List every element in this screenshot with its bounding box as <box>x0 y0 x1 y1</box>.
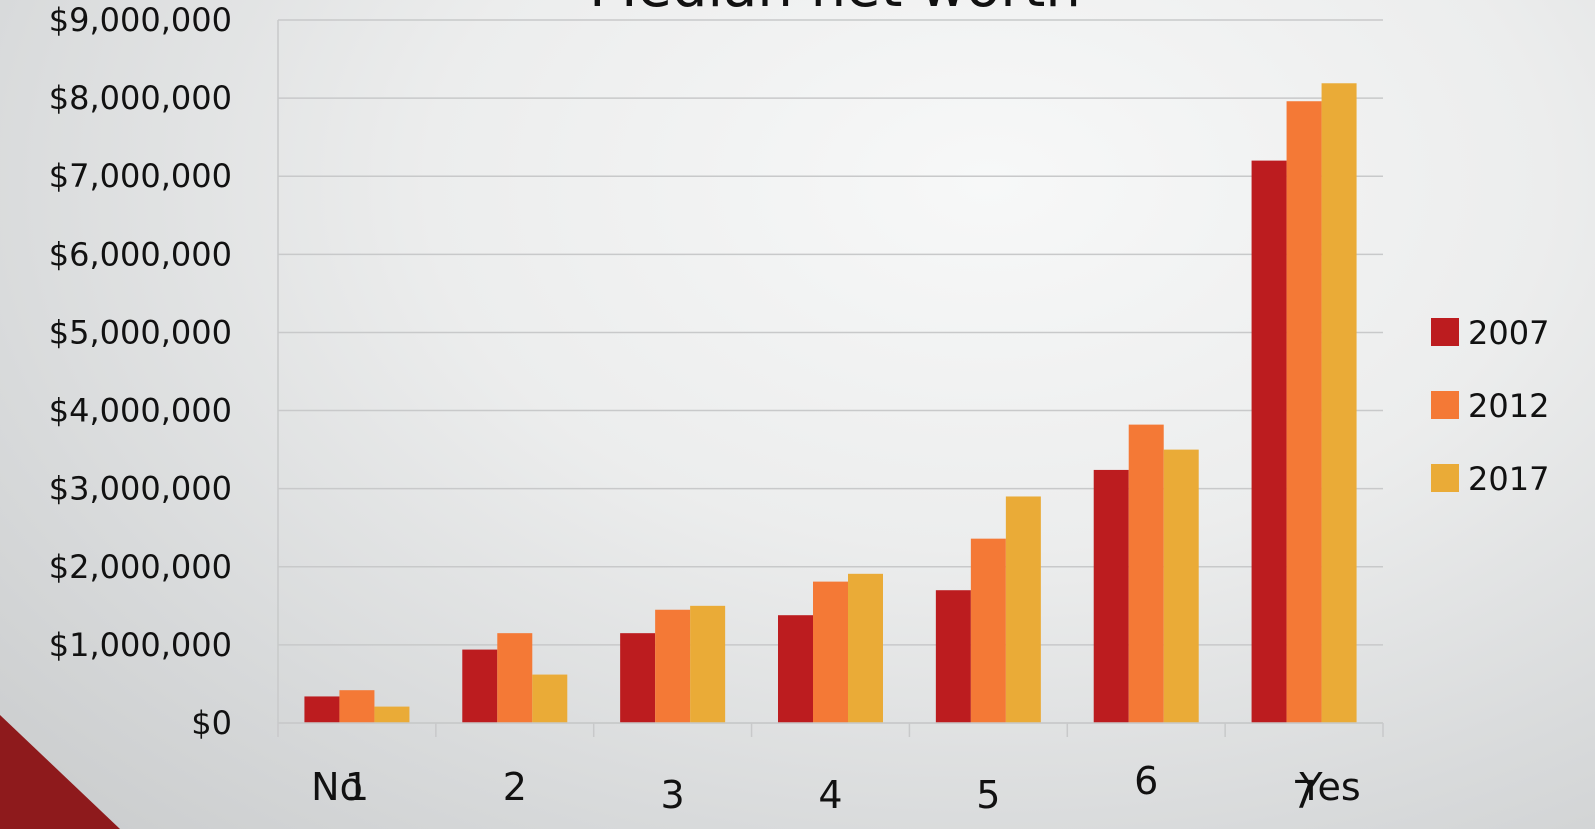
bar-2007-1 <box>304 696 340 723</box>
bar-2007-4 <box>778 615 813 723</box>
chart-title: Median net worth <box>589 0 1081 20</box>
y-tick-label: $9,000,000 <box>49 1 232 39</box>
bar-2012-2 <box>497 633 533 723</box>
bar-2012-3 <box>655 609 691 723</box>
bar-2017-5 <box>1005 496 1041 723</box>
bar-2017-1 <box>374 706 410 723</box>
y-axis-ticks: $0 $1,000,000 $2,000,000 $3,000,000 $4,000,0… <box>49 1 232 742</box>
x-tick-label: 3 <box>661 773 685 817</box>
legend-label-2017: 2017 <box>1468 460 1549 498</box>
legend-swatch-2007 <box>1431 318 1459 346</box>
bar-2007-7 <box>1251 160 1287 724</box>
bars <box>304 83 1357 724</box>
x-axis: 1 2 3 4 5 6 7 No Yes <box>277 722 1384 817</box>
bar-2017-6 <box>1163 449 1199 723</box>
x-tick-label: 5 <box>976 773 1000 817</box>
y-tick-label: $1,000,000 <box>49 626 232 664</box>
x-tick-label: 1 <box>345 765 369 809</box>
legend-swatch-2017 <box>1431 464 1459 492</box>
legend-swatch-2012 <box>1431 391 1459 419</box>
x-tick-label: 4 <box>818 773 842 817</box>
bar-2017-4 <box>848 573 883 723</box>
gridlines <box>277 19 1383 724</box>
bar-2007-2 <box>462 649 498 723</box>
y-tick-label: $8,000,000 <box>49 79 232 117</box>
bar-2012-5 <box>970 538 1006 723</box>
legend: 2007 2012 2017 <box>1431 314 1549 498</box>
legend-label-2007: 2007 <box>1468 314 1549 352</box>
bar-2012-4 <box>813 581 848 723</box>
x-tick-label: 6 <box>1134 759 1158 803</box>
y-tick-label: $2,000,000 <box>49 548 232 586</box>
y-tick-label: $4,000,000 <box>49 392 232 430</box>
y-tick-label: $7,000,000 <box>49 157 232 195</box>
x-annotation-left: No <box>311 765 363 809</box>
bar-2017-2 <box>532 674 568 723</box>
legend-label-2012: 2012 <box>1468 387 1549 425</box>
bar-2007-3 <box>620 633 656 723</box>
bar-2017-7 <box>1321 83 1357 723</box>
y-tick-label: $5,000,000 <box>49 313 232 351</box>
x-tick-label: 2 <box>503 765 527 809</box>
bar-2007-5 <box>935 590 971 723</box>
corner-decoration <box>0 715 120 829</box>
bar-2012-7 <box>1286 101 1322 724</box>
y-tick-label: $3,000,000 <box>49 470 232 508</box>
bar-2017-3 <box>690 605 726 723</box>
y-tick-label: $6,000,000 <box>49 235 232 273</box>
x-tick-label: 7 <box>1292 773 1316 817</box>
bar-2012-1 <box>339 690 375 723</box>
bar-2007-6 <box>1093 469 1129 723</box>
x-annotation-right: Yes <box>1298 765 1360 809</box>
y-tick-label: $0 <box>191 704 232 742</box>
bar-2012-6 <box>1128 424 1164 723</box>
